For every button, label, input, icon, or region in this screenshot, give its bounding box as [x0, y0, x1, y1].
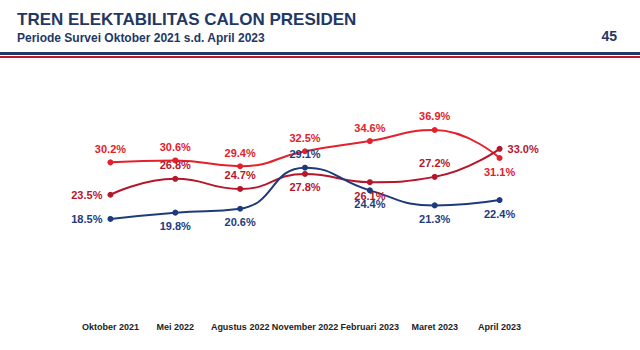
svg-text:27.2%: 27.2% — [419, 157, 450, 169]
svg-text:36.9%: 36.9% — [419, 110, 450, 122]
svg-text:21.3%: 21.3% — [419, 213, 450, 225]
svg-text:November 2022: November 2022 — [272, 322, 339, 332]
svg-text:19.8%: 19.8% — [160, 220, 191, 232]
svg-text:27.8%: 27.8% — [289, 181, 320, 193]
svg-text:24.7%: 24.7% — [225, 169, 256, 181]
svg-text:32.5%: 32.5% — [289, 132, 320, 144]
svg-text:29.1%: 29.1% — [289, 148, 320, 160]
svg-text:26.8%: 26.8% — [160, 159, 191, 171]
svg-text:45: 45 — [601, 28, 617, 44]
svg-text:April 2023: April 2023 — [478, 322, 521, 332]
svg-text:Maret 2023: Maret 2023 — [411, 322, 458, 332]
svg-text:Oktober 2021: Oktober 2021 — [82, 322, 139, 332]
svg-text:Agustus 2022: Agustus 2022 — [211, 322, 270, 332]
svg-text:18.5%: 18.5% — [71, 213, 102, 225]
svg-text:31.1%: 31.1% — [484, 166, 515, 178]
svg-text:Februari 2023: Februari 2023 — [341, 322, 400, 332]
svg-text:Periode Survei Oktober 2021 s.: Periode Survei Oktober 2021 s.d. April 2… — [17, 31, 265, 45]
svg-text:34.6%: 34.6% — [354, 122, 385, 134]
svg-text:30.6%: 30.6% — [160, 141, 191, 153]
svg-text:29.4%: 29.4% — [225, 147, 256, 159]
svg-text:TREN ELEKTABILITAS CALON PRESI: TREN ELEKTABILITAS CALON PRESIDEN — [17, 10, 356, 29]
svg-text:33.0%: 33.0% — [508, 143, 539, 155]
svg-text:24.4%: 24.4% — [354, 198, 385, 210]
svg-text:Mei 2022: Mei 2022 — [157, 322, 195, 332]
svg-text:22.4%: 22.4% — [484, 208, 515, 220]
svg-text:26.1%: 26.1% — [354, 189, 386, 202]
svg-text:23.5%: 23.5% — [71, 189, 102, 201]
svg-text:20.6%: 20.6% — [225, 216, 256, 228]
svg-text:30.2%: 30.2% — [95, 143, 126, 155]
